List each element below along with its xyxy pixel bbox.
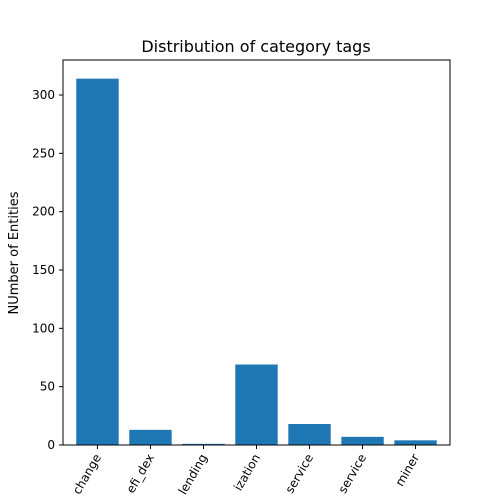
bar-miner [394, 440, 437, 445]
y-axis-ticks: 0 50 100 150 200 250 300 [32, 88, 63, 452]
x-tick-label: service [336, 452, 370, 496]
bar-defi_dex [129, 429, 172, 445]
x-tick-label: lending [176, 452, 210, 498]
y-tick-label: 300 [32, 88, 55, 102]
bars-layer [76, 78, 437, 446]
y-tick-label: 250 [32, 146, 55, 160]
bar-service [341, 436, 384, 445]
x-tick-label: service [282, 452, 316, 496]
y-tick-label: 200 [32, 205, 55, 219]
bar-organization [235, 364, 278, 445]
bar-service [288, 424, 331, 445]
y-tick-label: 100 [32, 321, 55, 335]
x-tick-label: miner [393, 451, 423, 488]
chart-title: Distribution of category tags [141, 37, 370, 56]
x-tick-label: efi_dex [124, 452, 158, 496]
y-tick-label: 150 [32, 263, 55, 277]
x-tick-label: ization [231, 452, 263, 494]
y-tick-label: 0 [47, 438, 55, 452]
x-tick-label: change [70, 452, 104, 497]
y-tick-label: 50 [40, 380, 55, 394]
x-axis-ticks: change efi_dex lending ization service servic… [70, 445, 422, 497]
plot-frame [62, 59, 451, 446]
y-axis-label: NUmber of Entities [7, 191, 22, 314]
bar-lending [182, 443, 225, 445]
bar-exchange [76, 78, 119, 446]
